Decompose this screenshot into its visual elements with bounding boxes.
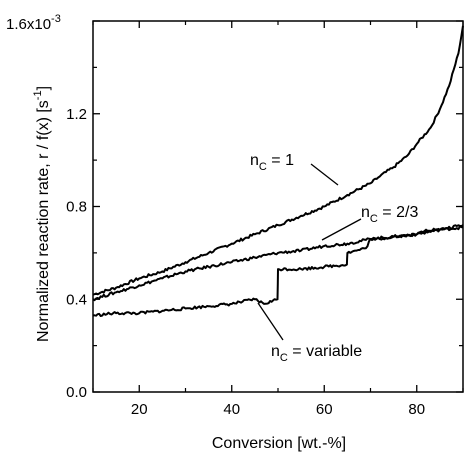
annotation-arrow-nc-variable — [257, 302, 284, 341]
series-group — [92, 25, 464, 317]
y-axis-label: Normalized reaction rate, r / f(x) [s-1] — [32, 86, 52, 342]
x-tick-label: 20 — [131, 401, 148, 418]
y-tick-label-top-value: 1.6 — [6, 16, 27, 33]
x-axis-label: Conversion [wt.-%] — [212, 435, 346, 452]
x-tick-label: 80 — [408, 401, 425, 418]
series-label-nc-variable: nC = variable — [271, 343, 362, 364]
series-label-nc-2-3: nC = 2/3 — [361, 204, 418, 225]
y-tick-label: 0.8 — [66, 199, 87, 216]
series-line-nc-1 — [92, 25, 464, 296]
series-label-nc-1: nC = 1 — [250, 152, 294, 173]
annotation-arrow-nc-1 — [310, 163, 339, 186]
y-tick-label-top: 1.6x10-3 — [6, 13, 61, 33]
series-line-nc-2-3 — [92, 225, 464, 302]
annotation-arrow-nc-2-3 — [321, 218, 362, 241]
y-axis: 0.0 0.4 0.8 1.2 — [66, 20, 463, 401]
series-line-nc-variable — [92, 224, 464, 317]
y-tick-label: 1.2 — [66, 106, 87, 123]
x-axis: 20 40 60 80 — [92, 21, 464, 418]
x-tick-label: 60 — [316, 401, 333, 418]
y-tick-label: 0.4 — [66, 291, 87, 308]
x-tick-label: 40 — [223, 401, 240, 418]
y-tick-label: 0.0 — [66, 384, 87, 401]
